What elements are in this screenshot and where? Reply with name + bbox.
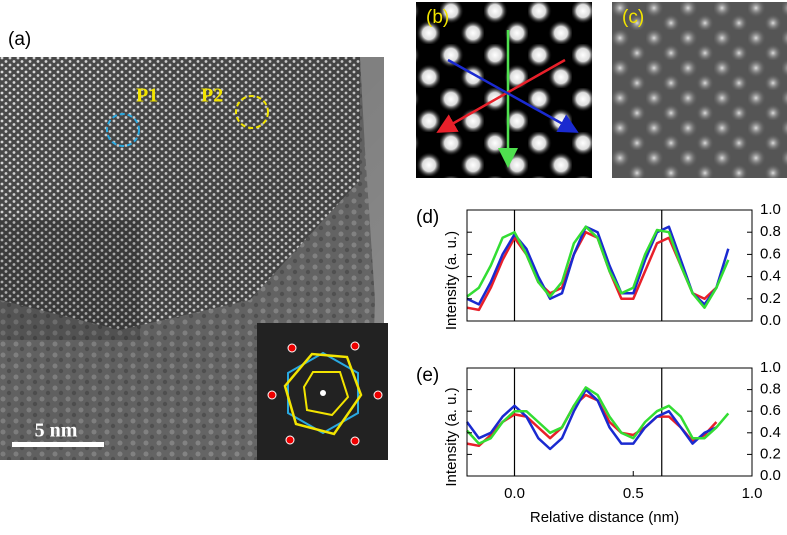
- y-tick-label: 1.0: [760, 201, 781, 218]
- p2-circle: [235, 95, 269, 129]
- panel-label: (b): [426, 7, 449, 28]
- simulated-image: [612, 2, 787, 178]
- x-tick-label: 0.5: [623, 485, 644, 502]
- series-line: [466, 386, 730, 445]
- arrow: [447, 58, 579, 133]
- p1-circle: [106, 113, 140, 147]
- fft-inset: [257, 323, 388, 460]
- y-tick-label: 0.0: [760, 312, 781, 329]
- marker-label: P1: [136, 85, 158, 107]
- series-line: [465, 388, 717, 451]
- panel-label: (c): [622, 7, 644, 28]
- y-tick-label: 0.4: [760, 424, 781, 441]
- panel-label: (e): [416, 365, 439, 386]
- y-tick-label: 0.6: [760, 245, 781, 262]
- y-tick-label: 0.8: [760, 223, 781, 240]
- y-tick-label: 0.6: [760, 402, 781, 419]
- y-tick-label: 0.2: [760, 445, 781, 462]
- arrow: [436, 58, 566, 133]
- panel-label: (a): [8, 29, 31, 50]
- y-axis-label: Intensity (a. u.): [443, 231, 460, 330]
- series-line: [466, 225, 730, 309]
- x-axis-label: Relative distance (nm): [530, 509, 679, 526]
- plot-frame: [466, 367, 753, 477]
- y-tick-label: 0.0: [760, 467, 781, 484]
- series-line: [466, 225, 730, 306]
- y-tick-label: 1.0: [760, 359, 781, 376]
- y-axis-label: Intensity (a. u.): [443, 387, 460, 486]
- x-tick-label: 1.0: [742, 485, 763, 502]
- series-line: [466, 230, 718, 312]
- scale-bar-label: 5 nm: [35, 420, 78, 442]
- scale-bar: [12, 442, 104, 447]
- marker-label: P2: [201, 85, 223, 107]
- x-tick-label: 0.0: [504, 485, 525, 502]
- y-tick-label: 0.4: [760, 268, 781, 285]
- plot-frame: [466, 209, 753, 322]
- y-tick-label: 0.2: [760, 290, 781, 307]
- y-tick-label: 0.8: [760, 381, 781, 398]
- panel-label: (d): [416, 207, 439, 228]
